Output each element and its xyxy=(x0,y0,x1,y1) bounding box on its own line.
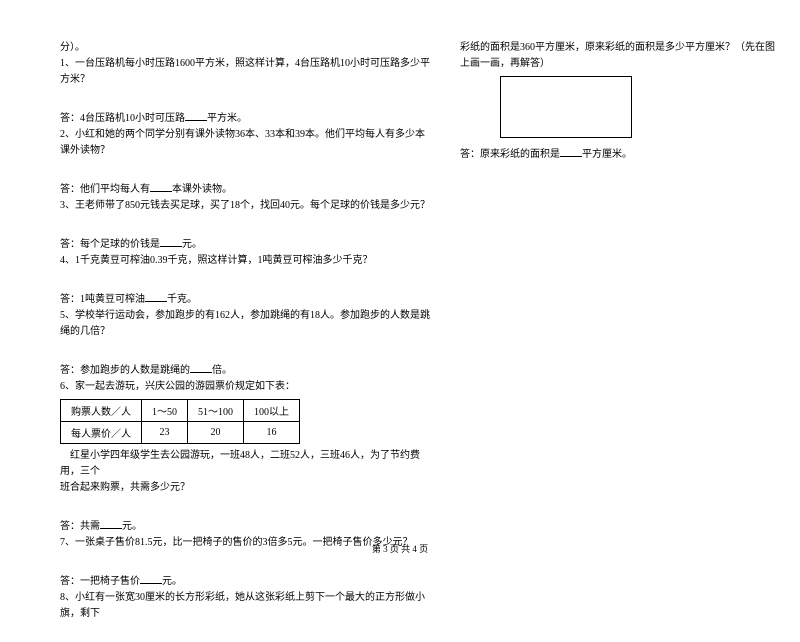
answer-2-post: 本课外读物。 xyxy=(172,184,232,195)
blank-field[interactable] xyxy=(560,146,582,157)
answer-5-pre: 答：参加跑步的人数是跳绳的 xyxy=(60,365,190,376)
table-cell: 100以上 xyxy=(244,400,300,422)
table-cell: 51～100 xyxy=(188,400,244,422)
answer-5-post: 倍。 xyxy=(212,365,232,376)
answer-1-post: 平方米。 xyxy=(207,113,247,124)
question-5: 5、学校举行运动会，参加跑步的有162人，参加跳绳的有18人。参加跑步的人数是跳… xyxy=(60,308,430,340)
answer-4: 答：1吨黄豆可榨油 千克。 xyxy=(60,291,430,308)
blank-field[interactable] xyxy=(190,362,212,373)
answer-1: 答：4台压路机10小时可压路 平方米。 xyxy=(60,110,430,127)
question-1: 1、一台压路机每小时压路1600平方米，照这样计算，4台压路机10小时可压路多少… xyxy=(60,56,430,88)
question-6: 6、家一起去游玩，兴庆公园的游园票价规定如下表： xyxy=(60,379,430,395)
answer-4-post: 千克。 xyxy=(167,294,197,305)
question-2: 2、小红和她的两个同学分别有课外读物36本、33本和39本。他们平均每人有多少本… xyxy=(60,127,430,159)
blank-field[interactable] xyxy=(140,573,162,584)
answer-8: 答：原来彩纸的面积是 平方厘米。 xyxy=(460,146,780,163)
question-6b-line1: 红星小学四年级学生去公园游玩，一班48人，二班52人，三班46人，为了节约费用，… xyxy=(60,448,430,480)
table-cell: 购票人数／人 xyxy=(61,400,142,422)
question-3: 3、王老师带了850元钱去买足球，买了18个，找回40元。每个足球的价钱是多少元… xyxy=(60,198,430,214)
answer-7-pre: 答：一把椅子售价 xyxy=(60,576,140,587)
question-6b-line2: 班合起来购票，共需多少元？ xyxy=(60,480,430,496)
answer-6-post: 元。 xyxy=(122,521,142,532)
answer-3: 答：每个足球的价钱是 元。 xyxy=(60,236,430,253)
table-cell: 23 xyxy=(142,422,188,444)
table-cell: 16 xyxy=(244,422,300,444)
blank-field[interactable] xyxy=(150,181,172,192)
question-4: 4、1千克黄豆可榨油0.39千克，照这样计算，1吨黄豆可榨油多少千克？ xyxy=(60,253,430,269)
table-cell: 每人票价／人 xyxy=(61,422,142,444)
answer-7-post: 元。 xyxy=(162,576,182,587)
table-cell: 1～50 xyxy=(142,400,188,422)
left-column: 分）。 1、一台压路机每小时压路1600平方米，照这样计算，4台压路机10小时可… xyxy=(60,40,450,622)
drawing-box[interactable] xyxy=(500,76,632,138)
table-row: 购票人数／人 1～50 51～100 100以上 xyxy=(61,400,300,422)
answer-7: 答：一把椅子售价 元。 xyxy=(60,573,430,590)
page-footer: 第 3 页 共 4 页 xyxy=(0,542,800,555)
answer-2: 答：他们平均每人有 本课外读物。 xyxy=(60,181,430,198)
answer-3-post: 元。 xyxy=(182,239,202,250)
table-cell: 20 xyxy=(188,422,244,444)
blank-field[interactable] xyxy=(160,236,182,247)
answer-6-pre: 答：共需 xyxy=(60,521,100,532)
answer-8-pre: 答：原来彩纸的面积是 xyxy=(460,149,560,160)
blank-field[interactable] xyxy=(185,110,207,121)
answer-5: 答：参加跑步的人数是跳绳的 倍。 xyxy=(60,362,430,379)
question-8: 8、小红有一张宽30厘米的长方形彩纸，她从这张彩纸上剪下一个最大的正方形做小旗，… xyxy=(60,590,430,622)
answer-2-pre: 答：他们平均每人有 xyxy=(60,184,150,195)
table-row: 每人票价／人 23 20 16 xyxy=(61,422,300,444)
answer-6: 答：共需 元。 xyxy=(60,518,430,535)
blank-field[interactable] xyxy=(145,291,167,302)
answer-1-pre: 答：4台压路机10小时可压路 xyxy=(60,113,185,124)
section-header: 分）。 xyxy=(60,40,430,56)
answer-4-pre: 答：1吨黄豆可榨油 xyxy=(60,294,145,305)
question-8-continued: 彩纸的面积是360平方厘米，原来彩纸的面积是多少平方厘米？（先在图上画一画，再解… xyxy=(460,40,780,72)
blank-field[interactable] xyxy=(100,518,122,529)
ticket-price-table: 购票人数／人 1～50 51～100 100以上 每人票价／人 23 20 16 xyxy=(60,399,300,444)
right-column: 彩纸的面积是360平方厘米，原来彩纸的面积是多少平方厘米？（先在图上画一画，再解… xyxy=(450,40,780,622)
answer-8-post: 平方厘米。 xyxy=(582,149,632,160)
answer-3-pre: 答：每个足球的价钱是 xyxy=(60,239,160,250)
